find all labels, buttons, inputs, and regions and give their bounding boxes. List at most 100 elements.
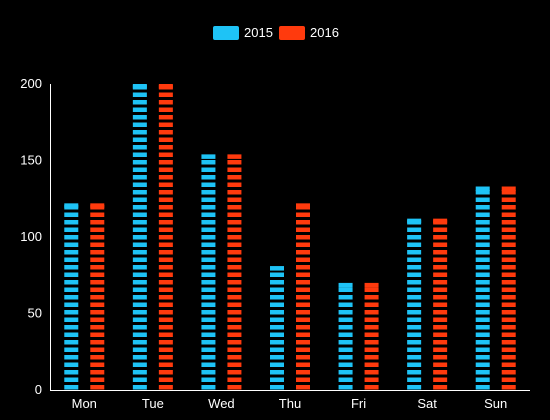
bar-segment bbox=[201, 220, 216, 225]
legend-swatch-2016[interactable] bbox=[279, 26, 305, 40]
bar-2015-tue[interactable] bbox=[132, 84, 147, 390]
bar-segment bbox=[407, 347, 422, 352]
bar-segment bbox=[475, 190, 490, 195]
bar-segment bbox=[475, 257, 490, 262]
bar-segment bbox=[227, 310, 242, 315]
bar-segment bbox=[90, 272, 105, 277]
bar-segment bbox=[364, 302, 379, 307]
bar-segment bbox=[433, 218, 448, 224]
bar-2016-sat[interactable] bbox=[433, 218, 448, 390]
bar-segment bbox=[270, 355, 284, 360]
bar-segment bbox=[64, 220, 79, 225]
bar-2015-mon[interactable] bbox=[64, 203, 79, 390]
bar-segment bbox=[433, 362, 448, 367]
bar-2016-tue[interactable] bbox=[158, 84, 173, 390]
bar-segment bbox=[501, 340, 516, 345]
bar-segment bbox=[296, 242, 310, 247]
bar-segment bbox=[501, 280, 516, 285]
bar-segment bbox=[158, 160, 173, 165]
bar-segment bbox=[132, 137, 147, 142]
bar-segment bbox=[201, 295, 216, 300]
bar-segment bbox=[407, 287, 422, 292]
bar-segment bbox=[270, 362, 284, 367]
bar-segment bbox=[201, 160, 216, 165]
bar-segment bbox=[201, 377, 216, 382]
bar-segment bbox=[158, 167, 173, 172]
bar-segment bbox=[501, 310, 516, 315]
bar-segment bbox=[132, 362, 147, 367]
bar-segment bbox=[227, 250, 242, 255]
bar-segment bbox=[270, 302, 284, 307]
bar-segment bbox=[501, 265, 516, 270]
bar-segment bbox=[433, 302, 448, 307]
bar-segment bbox=[407, 295, 422, 300]
bar-segment bbox=[407, 280, 422, 285]
bar-segment bbox=[475, 280, 490, 285]
y-tick-label: 0 bbox=[35, 382, 42, 397]
bar-segment bbox=[132, 302, 147, 307]
bar-segment bbox=[501, 272, 516, 277]
bar-segment bbox=[501, 220, 516, 225]
bar-segment bbox=[501, 235, 516, 240]
bar-segment bbox=[296, 250, 310, 255]
bar-segment bbox=[296, 325, 310, 330]
bar-segment bbox=[90, 280, 105, 285]
bar-2015-fri[interactable] bbox=[338, 282, 353, 390]
bar-2015-wed[interactable] bbox=[201, 154, 216, 390]
bar-segment bbox=[132, 227, 147, 232]
bar-segment bbox=[201, 287, 216, 292]
bar-segment bbox=[227, 302, 242, 307]
bar-2016-sun[interactable] bbox=[501, 186, 516, 390]
bar-segment bbox=[501, 332, 516, 337]
bar-segment bbox=[407, 340, 422, 345]
bar-segment bbox=[90, 332, 105, 337]
bar-2016-mon[interactable] bbox=[90, 203, 105, 390]
bar-segment bbox=[501, 377, 516, 382]
bar-segment bbox=[64, 203, 79, 208]
bar-segment bbox=[433, 242, 448, 247]
bar-segment bbox=[227, 347, 242, 352]
bar-segment bbox=[132, 370, 147, 375]
bar-segment bbox=[201, 355, 216, 360]
bar-segment bbox=[201, 280, 216, 285]
x-tick-label: Thu bbox=[279, 396, 301, 411]
bar-segment bbox=[364, 370, 379, 375]
legend-swatch-2015[interactable] bbox=[213, 26, 239, 40]
bar-segment bbox=[90, 235, 105, 240]
bar-segment bbox=[475, 212, 490, 217]
bar-segment bbox=[132, 317, 147, 322]
bar-segment bbox=[201, 310, 216, 315]
bar-segment bbox=[296, 302, 310, 307]
bar-segment bbox=[158, 340, 173, 345]
bar-2016-thu[interactable] bbox=[296, 203, 310, 390]
bar-segment bbox=[158, 130, 173, 135]
bar-segment bbox=[475, 332, 490, 337]
bar-2016-wed[interactable] bbox=[227, 154, 242, 390]
bar-segment bbox=[364, 310, 379, 315]
bar-2015-sun[interactable] bbox=[475, 186, 490, 390]
bar-segment bbox=[501, 385, 516, 390]
legend: 2015 2016 bbox=[213, 25, 339, 40]
bar-2016-fri[interactable] bbox=[364, 282, 379, 390]
bar-segment bbox=[158, 212, 173, 217]
bar-segment bbox=[158, 257, 173, 262]
bar-segment bbox=[475, 287, 490, 292]
bar-segment bbox=[227, 235, 242, 240]
bar-segment bbox=[158, 175, 173, 180]
bar-segment bbox=[364, 317, 379, 322]
bar-segment bbox=[90, 302, 105, 307]
bar-segment bbox=[475, 265, 490, 270]
bar-segment bbox=[338, 302, 353, 307]
bar-segment bbox=[158, 92, 173, 97]
bar-2015-thu[interactable] bbox=[270, 266, 284, 390]
bar-segment bbox=[270, 272, 284, 277]
bar-segment bbox=[364, 362, 379, 367]
bar-2015-sat[interactable] bbox=[407, 218, 422, 390]
bar-segment bbox=[501, 186, 516, 192]
bar-segment bbox=[296, 310, 310, 315]
bar-segment bbox=[132, 235, 147, 240]
bar-segment bbox=[158, 242, 173, 247]
bar-segment bbox=[227, 227, 242, 232]
bar-segment bbox=[338, 325, 353, 330]
